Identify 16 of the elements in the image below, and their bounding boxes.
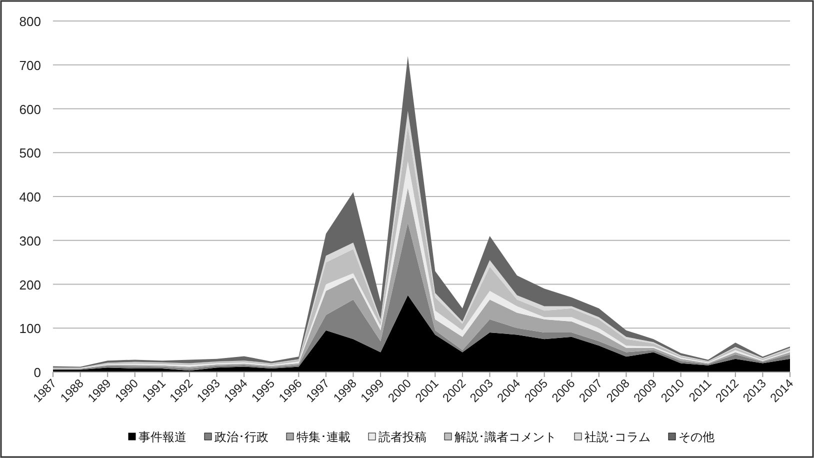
y-tick-label: 500 <box>19 146 41 161</box>
y-tick-label: 600 <box>19 102 41 117</box>
legend-label: 事件報道 <box>138 430 186 444</box>
y-tick-label: 800 <box>19 14 41 29</box>
y-tick-label: 700 <box>19 58 41 73</box>
y-tick-label: 400 <box>19 190 41 204</box>
y-tick-label: 200 <box>19 277 41 292</box>
legend-label: 政治･行政 <box>214 430 268 444</box>
y-tick-label: 300 <box>19 233 41 248</box>
legend-label: 読者投稿 <box>378 430 426 444</box>
y-tick-label: 0 <box>34 365 41 380</box>
legend-label: 社説･コラム <box>584 430 650 444</box>
legend-label: 解説･識者コメント <box>454 430 556 444</box>
legend-label: 特集･連載 <box>296 430 350 444</box>
y-tick-label: 100 <box>19 321 41 336</box>
legend-label: その他 <box>678 430 714 444</box>
